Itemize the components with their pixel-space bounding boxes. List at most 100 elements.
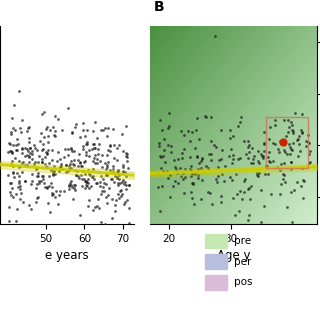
Point [272, 117, 277, 122]
Point [182, 166, 188, 171]
Point [217, 157, 222, 163]
Point [6, 172, 11, 178]
Point [283, 133, 288, 138]
Point [88, 172, 93, 178]
Point [59, 164, 64, 169]
Point [104, 173, 109, 178]
Point [181, 146, 186, 151]
Point [272, 141, 277, 147]
Point [73, 188, 78, 193]
Point [17, 184, 22, 189]
Point [289, 220, 294, 225]
Point [11, 125, 16, 130]
Point [76, 175, 81, 180]
Point [124, 198, 129, 203]
Point [111, 142, 116, 147]
Point [83, 179, 88, 184]
Point [82, 178, 87, 183]
Point [188, 167, 194, 172]
Point [27, 154, 32, 159]
Point [156, 170, 161, 175]
Point [20, 159, 25, 164]
Point [27, 159, 32, 164]
Point [192, 171, 197, 176]
Point [178, 165, 183, 171]
Point [17, 173, 22, 179]
Point [259, 220, 264, 225]
Point [219, 157, 224, 162]
Point [109, 196, 115, 201]
Point [8, 180, 13, 186]
Point [29, 156, 35, 162]
Point [26, 154, 31, 159]
Point [36, 179, 41, 184]
Point [68, 145, 73, 150]
Point [230, 156, 236, 162]
Point [58, 188, 63, 194]
Point [69, 166, 74, 171]
Point [12, 102, 17, 108]
Point [69, 147, 74, 152]
Point [300, 112, 305, 117]
Point [22, 179, 27, 184]
Point [20, 146, 25, 151]
Point [218, 200, 223, 205]
Point [282, 172, 287, 178]
Point [168, 144, 173, 149]
Point [123, 154, 128, 159]
Point [7, 190, 12, 195]
Point [245, 138, 251, 143]
Point [195, 115, 200, 120]
Point [95, 146, 100, 151]
Point [68, 182, 74, 187]
Point [125, 165, 130, 170]
Point [261, 141, 267, 147]
Point [289, 120, 294, 125]
Point [83, 185, 88, 190]
Point [7, 148, 12, 154]
Point [283, 149, 288, 155]
Point [105, 125, 110, 131]
Point [263, 172, 268, 177]
Point [36, 195, 41, 200]
Point [279, 181, 284, 187]
Point [205, 166, 211, 171]
Point [106, 147, 111, 152]
Point [89, 147, 94, 152]
Point [287, 141, 292, 146]
Point [158, 165, 164, 171]
Point [85, 167, 90, 172]
Point [115, 146, 120, 151]
Point [69, 130, 75, 135]
Point [188, 189, 193, 195]
Point [42, 185, 47, 190]
Point [192, 145, 197, 150]
Point [306, 139, 311, 144]
X-axis label: Age y: Age y [217, 249, 250, 262]
Point [296, 133, 301, 139]
Point [266, 159, 271, 164]
Point [241, 190, 246, 195]
Point [10, 185, 15, 190]
Point [212, 142, 217, 148]
Point [230, 153, 236, 158]
Point [287, 124, 292, 129]
Point [254, 171, 259, 176]
Point [11, 170, 16, 175]
Point [97, 183, 102, 188]
Point [284, 151, 289, 156]
Point [38, 138, 43, 143]
Point [252, 153, 257, 158]
Point [32, 162, 37, 167]
Point [183, 174, 188, 180]
Point [24, 162, 29, 167]
Point [70, 185, 75, 190]
Point [83, 183, 88, 188]
Point [110, 176, 115, 181]
Point [83, 172, 88, 177]
Point [53, 129, 58, 134]
Point [35, 148, 40, 153]
Point [116, 183, 121, 188]
Point [285, 204, 290, 209]
Point [46, 201, 51, 206]
